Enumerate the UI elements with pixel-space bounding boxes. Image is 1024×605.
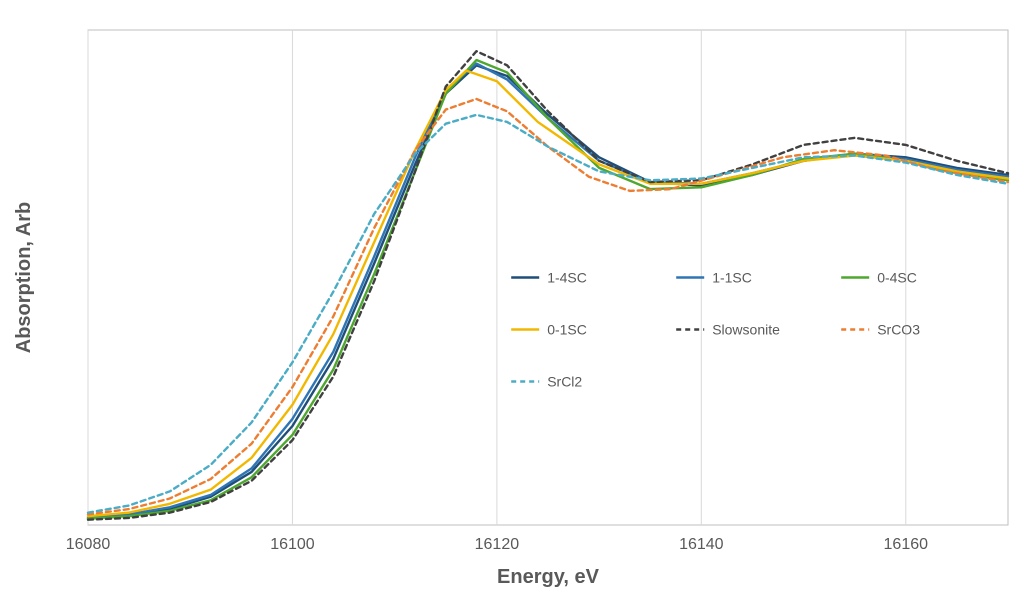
legend-label: 1-1SC bbox=[712, 270, 752, 286]
legend-label: SrCl2 bbox=[547, 374, 582, 390]
legend-label: 0-4SC bbox=[877, 270, 917, 286]
x-tick-label: 16080 bbox=[66, 536, 111, 553]
x-tick-label: 16120 bbox=[475, 536, 520, 553]
x-axis-title: Energy, eV bbox=[497, 566, 600, 588]
x-tick-label: 16140 bbox=[679, 536, 724, 553]
legend-label: Slowsonite bbox=[712, 322, 780, 338]
legend-label: 0-1SC bbox=[547, 322, 587, 338]
legend-label: 1-4SC bbox=[547, 270, 587, 286]
x-tick-label: 16100 bbox=[270, 536, 315, 553]
xanes-chart: 16080 16100 16120 16140 16160 Energy, eV Absor… bbox=[0, 0, 1024, 605]
legend-label: SrCO3 bbox=[877, 322, 920, 338]
y-axis-title: Absorption, Arb bbox=[13, 202, 35, 353]
chart-svg: 16080 16100 16120 16140 16160 Energy, eV Absor… bbox=[0, 0, 1024, 605]
x-tick-label: 16160 bbox=[884, 536, 929, 553]
